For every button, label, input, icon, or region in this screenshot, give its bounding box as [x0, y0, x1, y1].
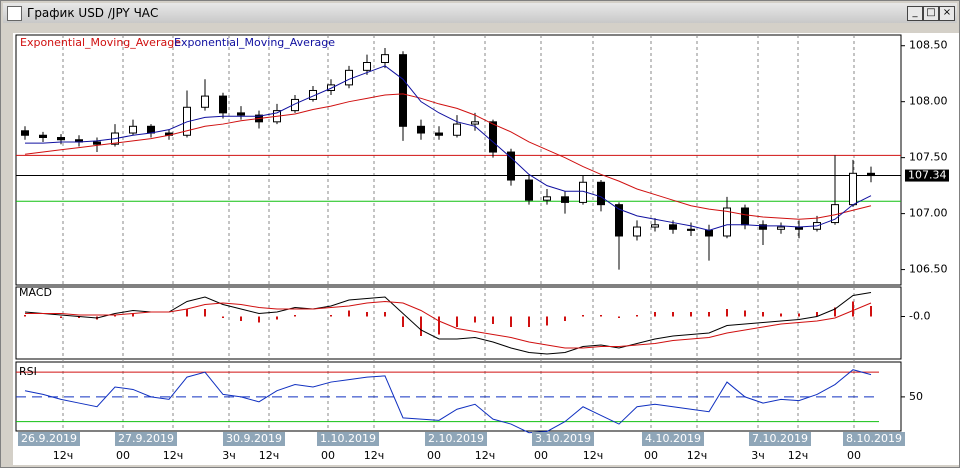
candle-body — [687, 228, 695, 231]
close-button[interactable]: × — [939, 6, 955, 21]
legend-entry: Exponential_Moving_Average — [20, 36, 181, 49]
legend-entry: Exponential_Moving_Average — [174, 36, 335, 49]
hour-label: 12ч — [788, 449, 809, 462]
hour-label: 00 — [644, 449, 658, 462]
date-label: 1.10.2019 — [320, 432, 376, 445]
candle-body — [723, 207, 731, 237]
maximize-button[interactable]: □ — [923, 6, 939, 21]
candle-body — [93, 141, 101, 145]
candle-body — [561, 196, 569, 203]
candle-body — [615, 204, 623, 237]
date-label: 2.10.2019 — [428, 432, 484, 445]
y-tick-label: 107.00 — [909, 207, 948, 220]
y-tick-label: 107.50 — [909, 151, 948, 164]
y-tick-label: 108.50 — [909, 39, 948, 52]
hour-label: 12ч — [364, 449, 385, 462]
candle-body — [849, 172, 857, 206]
date-label: 8.10.2019 — [846, 432, 902, 445]
indicator-line — [25, 300, 872, 349]
candle-body — [741, 207, 749, 226]
candle-body — [507, 151, 515, 181]
y-tick-label: -0.0 — [909, 310, 930, 323]
candle-body — [237, 112, 245, 116]
panel-frame — [15, 286, 902, 360]
date-label: 26.9.2019 — [21, 432, 77, 445]
hour-label: 00 — [116, 449, 130, 462]
last-price-label: 107.34 — [908, 169, 947, 182]
window-title: График USD /JPY ЧАС — [27, 6, 159, 20]
date-label: 27.9.2019 — [118, 432, 174, 445]
candle-body — [759, 224, 767, 230]
candle-body — [21, 130, 29, 136]
candle-body — [489, 121, 497, 153]
panel-frame — [15, 34, 902, 286]
hour-label: 12ч — [687, 449, 708, 462]
candle-body — [705, 229, 713, 237]
candle-body — [669, 224, 677, 230]
candle-body — [435, 132, 443, 136]
candle-body — [471, 121, 479, 125]
hour-label: 3ч — [222, 449, 236, 462]
candle-body — [543, 196, 551, 201]
candle-body — [327, 84, 335, 91]
date-label: 3.10.2019 — [535, 432, 591, 445]
candle-body — [417, 125, 425, 134]
hour-label: 00 — [534, 449, 548, 462]
date-label: 4.10.2019 — [645, 432, 701, 445]
candle-body — [597, 181, 605, 206]
hour-label: 3ч — [751, 449, 765, 462]
candle-body — [219, 95, 227, 114]
chart-icon — [7, 6, 22, 21]
candle-body — [525, 179, 533, 201]
chart-background — [13, 33, 959, 465]
date-box — [317, 432, 379, 446]
candle-body — [39, 134, 47, 138]
candle-body — [399, 54, 407, 127]
date-box — [425, 432, 487, 446]
date-box — [115, 432, 177, 446]
date-box — [843, 432, 905, 446]
candle-body — [345, 69, 353, 86]
y-tick-label: 106.50 — [909, 263, 948, 276]
y-tick-label: 50 — [909, 390, 923, 403]
date-box — [642, 432, 704, 446]
title-bar: График USD /JPY ЧАС _ □ × — [3, 3, 957, 23]
candle-body — [381, 54, 389, 64]
candle-body — [291, 98, 299, 112]
panel-title: RSI — [19, 365, 37, 378]
candle-body — [57, 136, 65, 141]
indicator-line — [24, 369, 872, 434]
candle-body — [867, 172, 875, 177]
candle-body — [777, 226, 785, 230]
candle-body — [129, 125, 137, 134]
date-label: 30.9.2019 — [226, 432, 282, 445]
date-box — [532, 432, 594, 446]
y-tick-label: 108.00 — [909, 95, 948, 108]
date-label: 7.10.2019 — [752, 432, 808, 445]
date-box — [223, 432, 285, 446]
hour-label: 12ч — [475, 449, 496, 462]
hour-label: 12ч — [163, 449, 184, 462]
candle-body — [633, 226, 641, 237]
indicator-line — [24, 93, 872, 220]
hour-label: 12ч — [259, 449, 280, 462]
hour-label: 00 — [427, 449, 441, 462]
panel-title: MACD — [19, 286, 52, 299]
date-box — [749, 432, 811, 446]
minimize-button[interactable]: _ — [907, 6, 923, 21]
candle-body — [147, 125, 155, 134]
hour-label: 12ч — [53, 449, 74, 462]
hour-label: 00 — [321, 449, 335, 462]
hour-label: 12ч — [583, 449, 604, 462]
candle-body — [201, 95, 209, 108]
indicator-line — [25, 65, 872, 231]
candle-body — [651, 224, 659, 228]
date-box — [18, 432, 80, 446]
candle-body — [363, 62, 371, 71]
last-price-box — [905, 169, 949, 182]
hour-label: 00 — [847, 449, 861, 462]
candle-body — [453, 123, 461, 136]
